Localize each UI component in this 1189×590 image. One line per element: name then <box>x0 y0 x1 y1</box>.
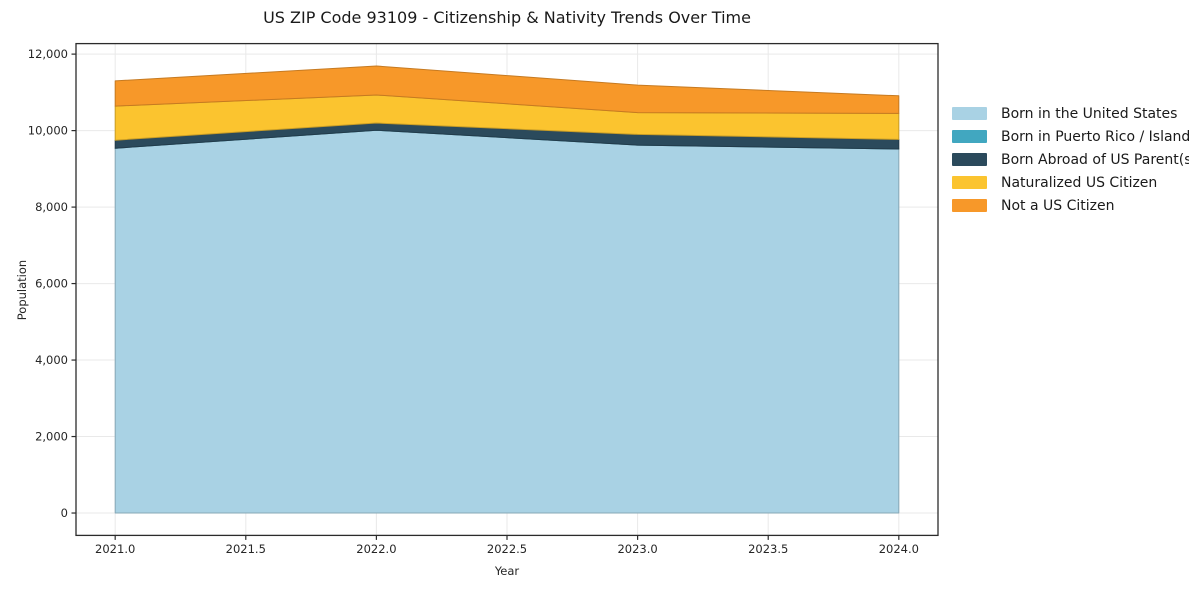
x-axis-title: Year <box>494 564 520 578</box>
legend-label: Born in the United States <box>1001 105 1178 122</box>
legend-label: Not a US Citizen <box>1001 197 1115 214</box>
legend: Born in the United States Born in Puerto … <box>952 102 1189 217</box>
legend-swatch <box>952 199 987 212</box>
legend-item: Naturalized US Citizen <box>952 171 1189 194</box>
legend-swatch <box>952 130 987 143</box>
legend-label: Naturalized US Citizen <box>1001 174 1158 191</box>
legend-item: Born in Puerto Rico / Islands <box>952 125 1189 148</box>
y-tick-label: 12,000 <box>28 47 68 61</box>
legend-item: Born Abroad of US Parent(s) <box>952 148 1189 171</box>
legend-label: Born Abroad of US Parent(s) <box>1001 151 1189 168</box>
x-tick-label: 2021.5 <box>226 542 266 556</box>
area-series <box>114 65 900 514</box>
x-tick-label: 2024.0 <box>879 542 919 556</box>
area-not-a-us-citizen <box>114 65 900 114</box>
y-tick-label: 0 <box>61 506 68 520</box>
axes-frame <box>75 42 939 537</box>
legend-swatch <box>952 107 987 120</box>
legend-item: Born in the United States <box>952 102 1189 125</box>
y-axis-title: Population <box>15 259 29 321</box>
x-tick-label: 2021.0 <box>95 542 135 556</box>
y-tick-label: 2,000 <box>35 430 68 444</box>
plot-border <box>75 42 939 537</box>
x-tick-label: 2023.0 <box>617 542 657 556</box>
y-tick-label: 10,000 <box>28 124 68 138</box>
legend-swatch <box>952 153 987 166</box>
axis-tick-labels: 2021.0 2021.5 2022.0 2022.5 2023.0 2023.5 2024… <box>28 47 919 556</box>
area-born-in-the-united-states <box>114 129 900 514</box>
chart-title: US ZIP Code 93109 - Citizenship & Nativi… <box>263 8 751 27</box>
x-tick-label: 2022.0 <box>356 542 396 556</box>
y-tick-label: 4,000 <box>35 353 68 367</box>
legend-label: Born in Puerto Rico / Islands <box>1001 128 1189 145</box>
x-tick-label: 2022.5 <box>487 542 527 556</box>
y-tick-label: 6,000 <box>35 277 68 291</box>
legend-item: Not a US Citizen <box>952 194 1189 217</box>
y-tick-label: 8,000 <box>35 200 68 214</box>
axis-ticks <box>71 53 900 540</box>
legend-swatch <box>952 176 987 189</box>
x-tick-label: 2023.5 <box>748 542 788 556</box>
